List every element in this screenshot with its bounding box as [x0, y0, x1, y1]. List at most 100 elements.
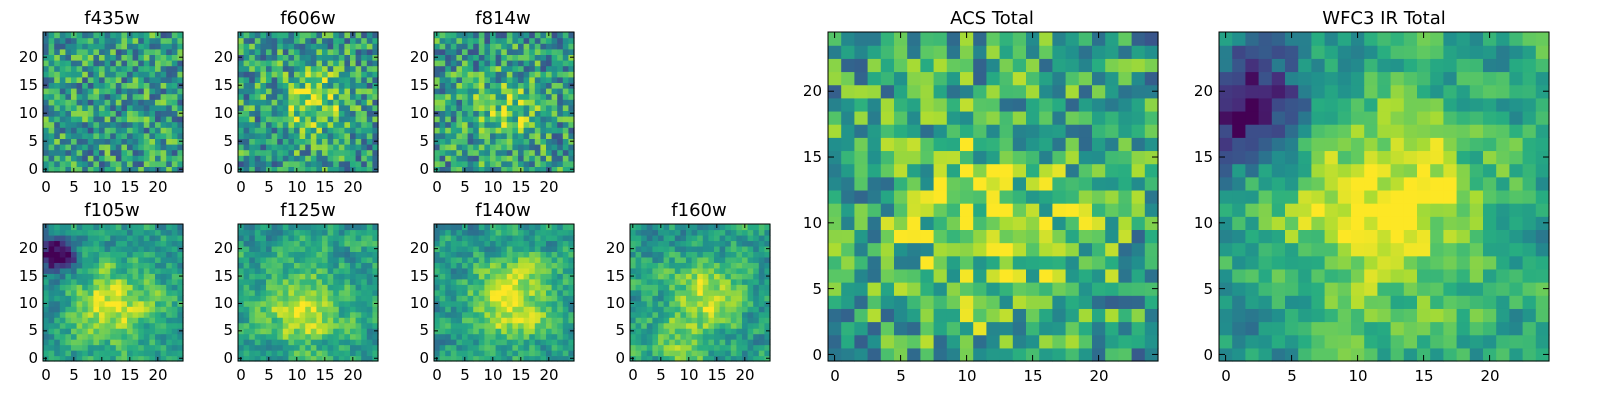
heatmap-cell: [48, 99, 55, 106]
heatmap-cell: [132, 251, 139, 258]
heatmap-cell: [1078, 334, 1093, 349]
heatmap-cell: [110, 166, 117, 173]
heatmap-cell: [540, 284, 547, 291]
heatmap-cell: [87, 160, 94, 167]
heatmap-cell: [646, 311, 653, 318]
heatmap-cell: [663, 267, 670, 274]
heatmap-cell: [646, 317, 653, 324]
heatmap-cell: [880, 295, 895, 309]
heatmap-cell: [143, 82, 150, 89]
heatmap-cell: [478, 278, 485, 285]
heatmap-cell: [697, 251, 704, 258]
heatmap-cell: [110, 284, 117, 291]
heatmap-cell: [322, 344, 329, 351]
heatmap-cell: [495, 99, 502, 106]
heatmap-cell: [506, 104, 513, 111]
heatmap-cell: [344, 311, 351, 318]
heatmap-cell: [238, 37, 245, 44]
heatmap-cell: [310, 121, 317, 128]
heatmap-cell: [512, 93, 519, 100]
heatmap-cell: [104, 311, 111, 318]
heatmap-cell: [71, 256, 78, 263]
heatmap-cell: [110, 344, 117, 351]
heatmap-cell: [166, 278, 173, 285]
heatmap-cell: [254, 116, 261, 123]
heatmap-cell: [669, 262, 676, 269]
heatmap-cell: [758, 273, 765, 280]
heatmap-cell: [518, 234, 525, 242]
heatmap-cell: [456, 160, 463, 167]
heatmap-cell: [708, 273, 715, 280]
heatmap-cell: [166, 37, 173, 44]
heatmap-cell: [680, 300, 687, 307]
heatmap-cell: [523, 355, 530, 362]
heatmap-cell: [758, 328, 765, 335]
heatmap-cell: [254, 121, 261, 128]
heatmap-cell: [512, 54, 519, 61]
heatmap-cell: [310, 71, 317, 78]
heatmap-cell: [462, 93, 469, 100]
heatmap-cell: [719, 229, 726, 236]
heatmap-cell: [478, 121, 485, 128]
heatmap-cell: [48, 76, 55, 83]
heatmap-cell: [82, 76, 89, 83]
heatmap-cell: [121, 54, 128, 61]
heatmap-cell: [490, 48, 497, 55]
heatmap-cell: [333, 234, 340, 242]
heatmap-cell: [484, 224, 491, 231]
heatmap-cell: [177, 344, 184, 351]
heatmap-cell: [288, 132, 295, 139]
heatmap-cell: [366, 82, 373, 89]
heatmap-cell: [333, 344, 340, 351]
heatmap-cell: [691, 317, 698, 324]
heatmap-cell: [87, 43, 94, 50]
heatmap-cell: [445, 127, 452, 134]
heatmap-cell: [372, 278, 379, 285]
heatmap-cell: [568, 155, 575, 162]
heatmap-cell: [551, 284, 558, 291]
heatmap-cell: [254, 295, 261, 302]
heatmap-cell: [288, 110, 295, 117]
heatmap-cell: [691, 224, 698, 231]
heatmap-cell: [467, 311, 474, 318]
heatmap-cell: [736, 245, 743, 252]
heatmap-cell: [282, 43, 289, 50]
heatmap-cell: [260, 328, 267, 335]
heatmap-cell: [512, 317, 519, 324]
heatmap-cell: [747, 344, 754, 351]
heatmap-cell: [282, 88, 289, 95]
heatmap-cell: [568, 322, 575, 329]
heatmap-cell: [562, 300, 569, 307]
heatmap-cell: [366, 71, 373, 78]
heatmap-cell: [132, 160, 139, 167]
heatmap-cell: [160, 251, 167, 258]
heatmap-cell: [366, 273, 373, 280]
heatmap-cell: [43, 127, 50, 134]
x-tick-label: 10: [287, 366, 306, 384]
heatmap-cell: [132, 267, 139, 274]
heatmap-cell: [166, 149, 173, 156]
heatmap-cell: [260, 43, 267, 50]
heatmap-cell: [333, 48, 340, 55]
heatmap-cell: [65, 306, 72, 313]
heatmap-cell: [518, 245, 525, 252]
heatmap-cell: [155, 328, 162, 335]
heatmap-cell: [249, 322, 256, 329]
heatmap-cell: [742, 350, 749, 357]
heatmap-cell: [361, 166, 368, 173]
heatmap-cell: [160, 99, 167, 106]
heatmap-cell: [71, 144, 78, 151]
heatmap-cell: [59, 149, 66, 156]
heatmap-cell: [551, 234, 558, 242]
heatmap-cell: [1092, 268, 1106, 283]
heatmap-cell: [299, 32, 306, 39]
heatmap-cell: [138, 289, 145, 296]
heatmap-cell: [76, 256, 83, 263]
heatmap-cell: [663, 245, 670, 252]
heatmap-cell: [490, 99, 497, 106]
heatmap-cell: [305, 88, 312, 95]
heatmap-cell: [316, 333, 323, 340]
heatmap-cell: [110, 71, 117, 78]
heatmap-cell: [730, 262, 737, 269]
heatmap-cell: [93, 144, 100, 151]
